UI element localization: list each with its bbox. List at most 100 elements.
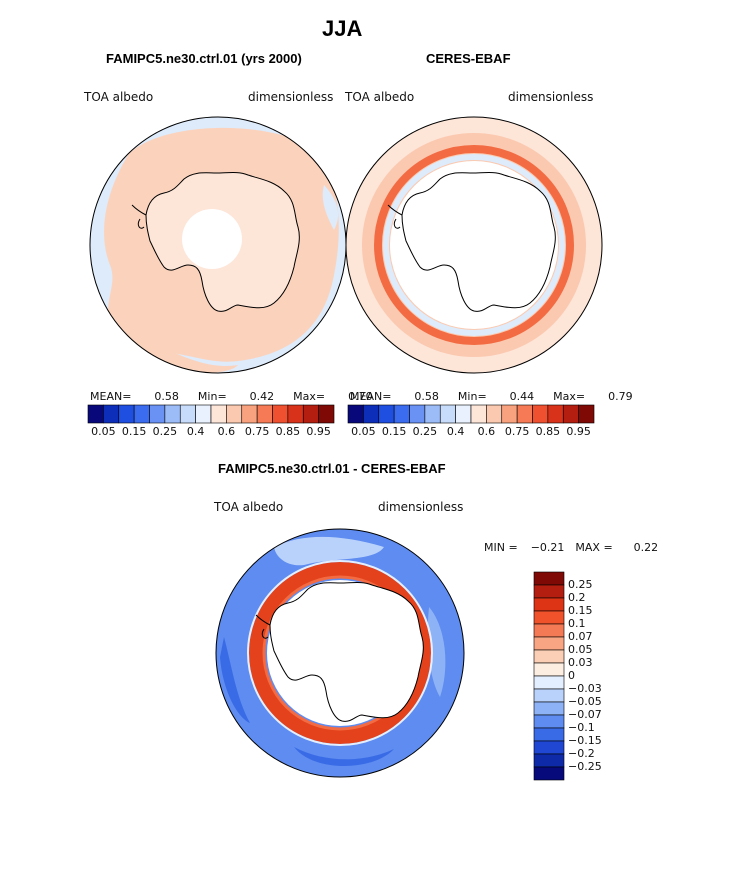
difference-units-label: dimensionless: [378, 500, 464, 514]
colorbar-tick-label: 0.95: [566, 425, 591, 438]
colorbar-swatch: [256, 404, 273, 424]
colorbar-swatch: [533, 584, 565, 599]
obs-units-label: dimensionless: [508, 90, 594, 104]
colorbar-tick-label: 0.75: [244, 425, 270, 438]
difference-dark-patch-w: [220, 637, 250, 723]
obs-blue-ring: [383, 154, 565, 336]
colorbar-tick-label: 0.05: [568, 643, 593, 656]
colorbar-swatch: [87, 404, 104, 424]
obs-mean-value: 0.58: [414, 390, 439, 403]
obs-colorbar-ticks: 0.05 0.15 0.25 0.4 0.6 0.75 0.85 0.95: [348, 425, 594, 441]
colorbar-tick-label: 0.85: [275, 425, 301, 438]
obs-panel-title: CERES-EBAF: [426, 51, 511, 66]
colorbar-tick-label: 0.07: [568, 630, 593, 643]
model-polar-hole: [182, 209, 242, 269]
colorbar-tick-label: −0.15: [568, 734, 602, 747]
difference-variable-label: TOA albedo: [214, 500, 284, 514]
colorbar-swatch: [533, 571, 565, 586]
colorbar-tick-label: 0.15: [121, 425, 147, 438]
difference-colorbar: [533, 571, 565, 781]
colorbar-swatch: [533, 675, 565, 690]
model-mean-label: MEAN=: [90, 390, 132, 403]
colorbar-tick-label: 0.03: [568, 656, 593, 669]
obs-variable-label: TOA albedo: [345, 90, 415, 104]
colorbar-swatch: [532, 404, 549, 424]
colorbar-swatch: [562, 404, 579, 424]
colorbar-tick-label: 0.25: [412, 425, 438, 438]
difference-min-value: −0.21: [530, 541, 565, 554]
colorbar-swatch: [195, 404, 212, 424]
colorbar-swatch: [533, 740, 565, 755]
colorbar-tick-label: 0.15: [568, 604, 593, 617]
model-max-label: Max=: [293, 390, 326, 403]
difference-dark-patch-s: [294, 747, 394, 766]
obs-colorbar: [347, 404, 595, 424]
colorbar-swatch: [533, 623, 565, 638]
difference-light-patch-n: [274, 536, 384, 566]
colorbar-swatch: [347, 404, 364, 424]
difference-red-ring: [249, 562, 431, 744]
colorbar-swatch: [547, 404, 564, 424]
colorbar-swatch: [287, 404, 304, 424]
colorbar-tick-label: 0.6: [477, 425, 496, 438]
colorbar-swatch: [533, 597, 565, 612]
colorbar-swatch: [103, 404, 120, 424]
obs-stats: MEAN= 0.58 Min= 0.44 Max= 0.79: [350, 390, 633, 403]
colorbar-swatch: [318, 404, 335, 424]
colorbar-swatch: [118, 404, 135, 424]
model-colorbar: [87, 404, 335, 424]
colorbar-tick-label: 0.85: [535, 425, 561, 438]
difference-light-patch-e: [427, 607, 446, 697]
colorbar-swatch: [533, 753, 565, 768]
colorbar-swatch: [533, 688, 565, 703]
model-stats: MEAN= 0.58 Min= 0.42 Max= 0.70: [90, 390, 373, 403]
colorbar-tick-label: −0.07: [568, 708, 602, 721]
colorbar-tick-label: 0.05: [351, 425, 376, 438]
model-units-label: dimensionless: [248, 90, 334, 104]
colorbar-swatch: [409, 404, 426, 424]
colorbar-swatch: [578, 404, 595, 424]
difference-polar-map: [215, 528, 465, 778]
colorbar-tick-label: 0.75: [504, 425, 530, 438]
colorbar-swatch: [533, 662, 565, 677]
difference-stats: MIN = −0.21 MAX = 0.22: [484, 541, 658, 554]
difference-min-label: MIN =: [484, 541, 518, 554]
colorbar-tick-label: −0.03: [568, 682, 602, 695]
colorbar-swatch: [470, 404, 487, 424]
colorbar-swatch: [378, 404, 395, 424]
colorbar-swatch: [272, 404, 289, 424]
colorbar-tick-label: 0: [568, 669, 575, 682]
model-min-value: 0.42: [249, 390, 275, 403]
colorbar-swatch: [533, 714, 565, 729]
difference-antarctica-land: [269, 582, 424, 722]
colorbar-swatch: [533, 727, 565, 742]
model-polar-map: [89, 116, 347, 374]
obs-max-label: Max=: [553, 390, 586, 403]
colorbar-tick-label: 0.25: [568, 578, 593, 591]
colorbar-tick-label: 0.25: [152, 425, 178, 438]
colorbar-swatch: [439, 404, 456, 424]
colorbar-swatch: [179, 404, 196, 424]
colorbar-swatch: [501, 404, 518, 424]
colorbar-swatch: [164, 404, 181, 424]
colorbar-swatch: [226, 404, 243, 424]
colorbar-swatch: [424, 404, 441, 424]
model-min-label: Min=: [197, 390, 227, 403]
colorbar-tick-label: 0.4: [186, 425, 205, 438]
colorbar-tick-label: 0.1: [568, 617, 586, 630]
colorbar-swatch: [486, 404, 503, 424]
colorbar-tick-label: −0.05: [568, 695, 602, 708]
obs-max-value: 0.79: [608, 390, 633, 403]
colorbar-swatch: [393, 404, 410, 424]
colorbar-swatch: [210, 404, 227, 424]
colorbar-swatch: [363, 404, 380, 424]
colorbar-swatch: [533, 649, 565, 664]
colorbar-tick-label: 0.95: [306, 425, 331, 438]
colorbar-tick-label: 0.4: [446, 425, 465, 438]
colorbar-swatch: [241, 404, 258, 424]
obs-peninsula: [387, 204, 403, 229]
obs-min-label: Min=: [457, 390, 487, 403]
colorbar-tick-label: −0.25: [568, 760, 602, 773]
obs-mean-label: MEAN=: [350, 390, 392, 403]
